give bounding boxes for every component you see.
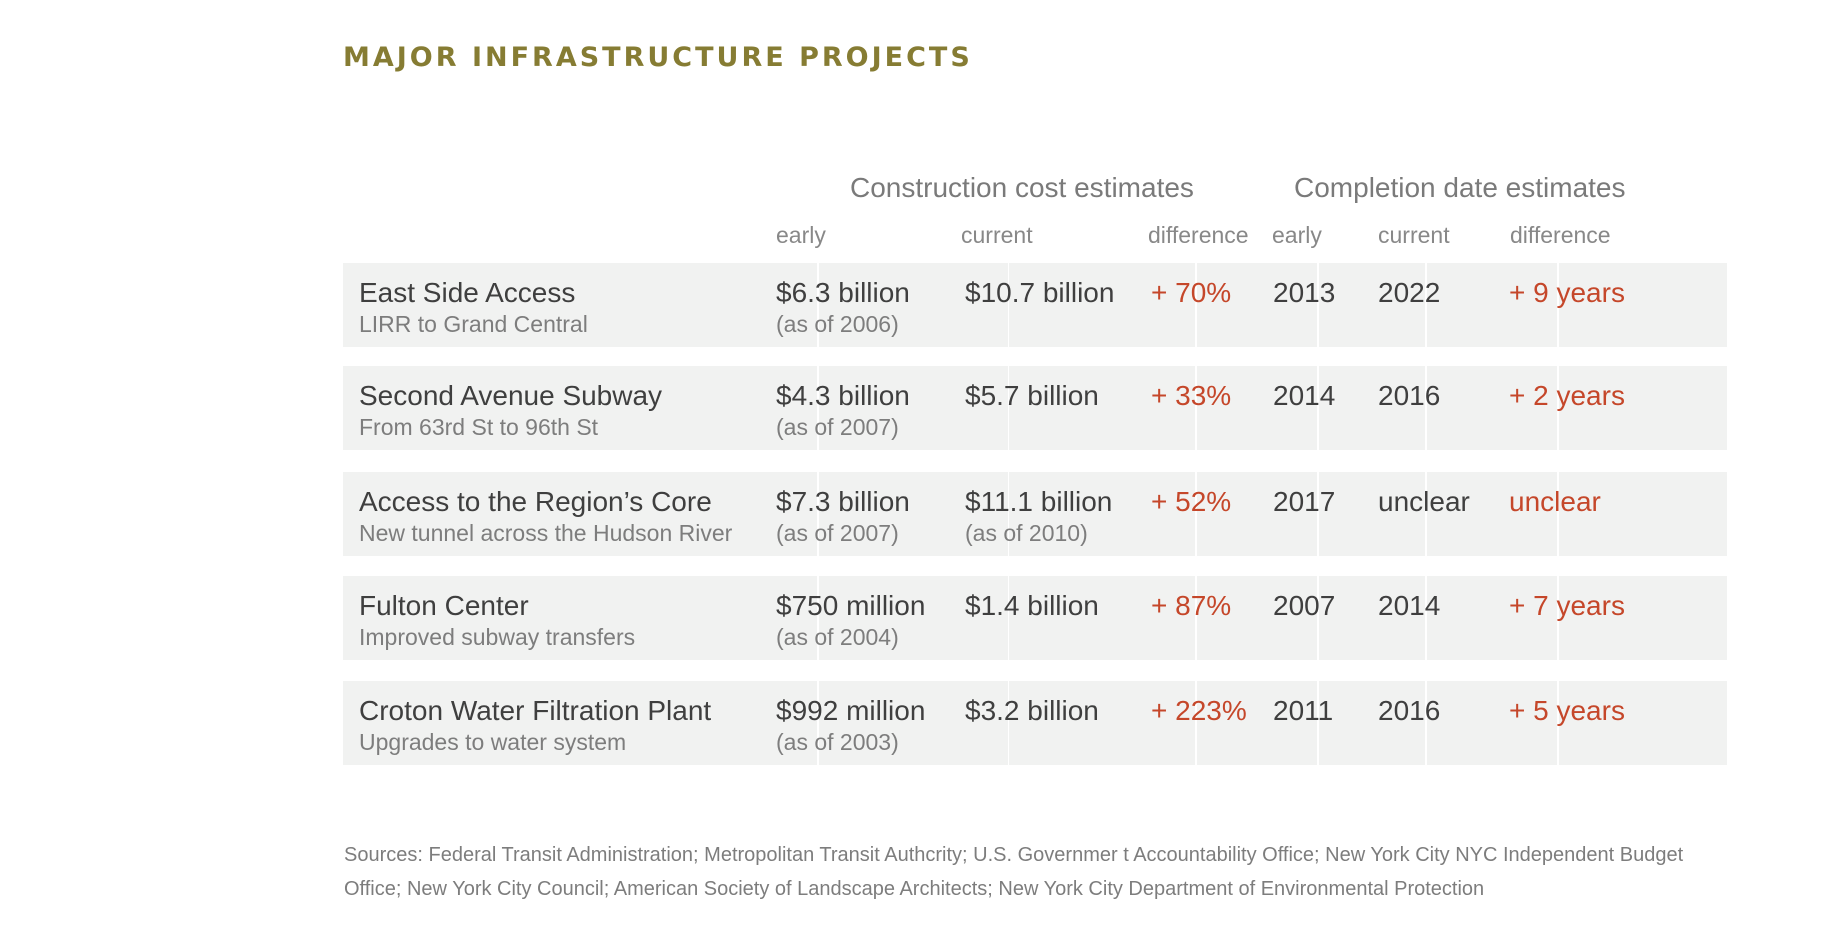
date-early-value: 2013: [1273, 277, 1336, 308]
project-subtitle: Improved subway transfers: [359, 624, 636, 650]
date-difference-value: + 2 years: [1509, 380, 1625, 411]
table-cell: [1319, 366, 1425, 450]
table-cell: [1009, 681, 1195, 765]
column-header-cost-difference: difference: [1148, 222, 1249, 248]
date-difference-value: unclear: [1509, 486, 1601, 517]
table-cell: [1319, 681, 1425, 765]
date-current-value: unclear: [1378, 486, 1470, 517]
table-cell: [343, 576, 817, 660]
table-cell: [343, 472, 817, 556]
table-cell: [1559, 366, 1727, 450]
date-difference-value: + 5 years: [1509, 695, 1625, 726]
column-header-date-difference: difference: [1510, 222, 1611, 248]
table-row: Fulton Center Improved subway transfers $7…: [343, 576, 1727, 660]
table-cell: [819, 472, 1008, 556]
date-early-value: 2007: [1273, 590, 1336, 621]
project-subtitle: From 63rd St to 96th St: [359, 414, 599, 440]
table-row: Croton Water Filtration Plant Upgrades to…: [343, 681, 1727, 765]
table-cell: [1197, 681, 1317, 765]
date-current-value: 2016: [1378, 380, 1441, 411]
cost-early-note: (as of 2007): [776, 520, 899, 546]
cost-current-value: $1.4 billion: [965, 590, 1099, 621]
table-cell: [1427, 576, 1557, 660]
table-cell: [1319, 472, 1425, 556]
table-cell: [1559, 681, 1727, 765]
project-name: Second Avenue Subway: [359, 380, 663, 411]
cost-difference-value: + 52%: [1151, 486, 1232, 517]
table-cell: [1559, 576, 1727, 660]
column-header-date-current: current: [1378, 222, 1450, 248]
cost-early-value: $4.3 billion: [776, 380, 910, 411]
table-cell: [1427, 472, 1557, 556]
date-difference-value: + 7 years: [1509, 590, 1625, 621]
cost-early-value: $6.3 billion: [776, 277, 910, 308]
project-name: Fulton Center: [359, 590, 529, 621]
page-title: MAJOR INFRASTRUCTURE PROJECTS: [343, 42, 973, 73]
table-cell: [1197, 576, 1317, 660]
cost-current-value: $3.2 billion: [965, 695, 1099, 726]
table-cell: [1427, 263, 1557, 347]
table-cell: [1559, 472, 1727, 556]
table-cell: [1009, 472, 1195, 556]
table-cell: [819, 681, 1008, 765]
table-cell: [1319, 576, 1425, 660]
cost-current-note: (as of 2010): [965, 520, 1088, 546]
column-group-completion-estimates: Completion date estimates: [1294, 172, 1626, 203]
cost-current-value: $5.7 billion: [965, 380, 1099, 411]
cost-early-note: (as of 2006): [776, 311, 899, 337]
cost-current-value: $10.7 billion: [965, 277, 1115, 308]
cost-difference-value: + 87%: [1151, 590, 1232, 621]
cost-early-value: $992 million: [776, 695, 926, 726]
cost-current-value: $11.1 billion: [965, 486, 1113, 517]
date-difference-value: + 9 years: [1509, 277, 1625, 308]
table-cell: [343, 681, 817, 765]
date-current-value: 2014: [1378, 590, 1441, 621]
table-cell: [1009, 576, 1195, 660]
project-name: Access to the Region’s Core: [359, 486, 712, 517]
column-header-date-early: early: [1272, 222, 1322, 248]
cost-difference-value: + 33%: [1151, 380, 1232, 411]
project-subtitle: New tunnel across the Hudson River: [359, 520, 733, 546]
table-row: Access to the Region’s Core New tunnel ac…: [343, 472, 1727, 556]
table-cell: [1197, 366, 1317, 450]
date-early-value: 2011: [1273, 695, 1334, 726]
date-early-value: 2014: [1273, 380, 1336, 411]
table-cell: [343, 263, 817, 347]
cost-early-value: $750 million: [776, 590, 926, 621]
project-subtitle: LIRR to Grand Central: [359, 311, 588, 337]
cost-early-note: (as of 2004): [776, 624, 899, 650]
table-cell: [1427, 366, 1557, 450]
date-early-value: 2017: [1273, 486, 1336, 517]
table-cell: [819, 366, 1008, 450]
cost-early-value: $7.3 billion: [776, 486, 910, 517]
cost-early-note: (as of 2007): [776, 414, 899, 440]
table-cell: [1197, 263, 1317, 347]
table-cell: [819, 576, 1008, 660]
table-cell: [1197, 472, 1317, 556]
cost-difference-value: + 70%: [1151, 277, 1232, 308]
table-row: East Side Access LIRR to Grand Central $6.…: [343, 263, 1727, 347]
project-subtitle: Upgrades to water system: [359, 729, 627, 755]
column-group-cost-estimates: Construction cost estimates: [850, 172, 1194, 203]
table-cell: [1427, 681, 1557, 765]
column-header-cost-current: current: [961, 222, 1033, 248]
sources-note: Sources: Federal Transit Administration;…: [344, 844, 1684, 900]
table-cell: [343, 366, 817, 450]
column-header-cost-early: early: [776, 222, 826, 248]
cost-difference-value: + 223%: [1151, 695, 1247, 726]
table-cell: [819, 263, 1008, 347]
date-current-value: 2016: [1378, 695, 1441, 726]
table-cell: [1319, 263, 1425, 347]
table-cell: [1009, 366, 1195, 450]
date-current-value: 2022: [1378, 277, 1441, 308]
table-cell: [1559, 263, 1727, 347]
project-name: East Side Access: [359, 277, 576, 308]
cost-early-note: (as of 2003): [776, 729, 899, 755]
table-cell: [1009, 263, 1195, 347]
project-name: Croton Water Filtration Plant: [359, 695, 712, 726]
table-row: Second Avenue Subway From 63rd St to 96th…: [343, 366, 1727, 450]
